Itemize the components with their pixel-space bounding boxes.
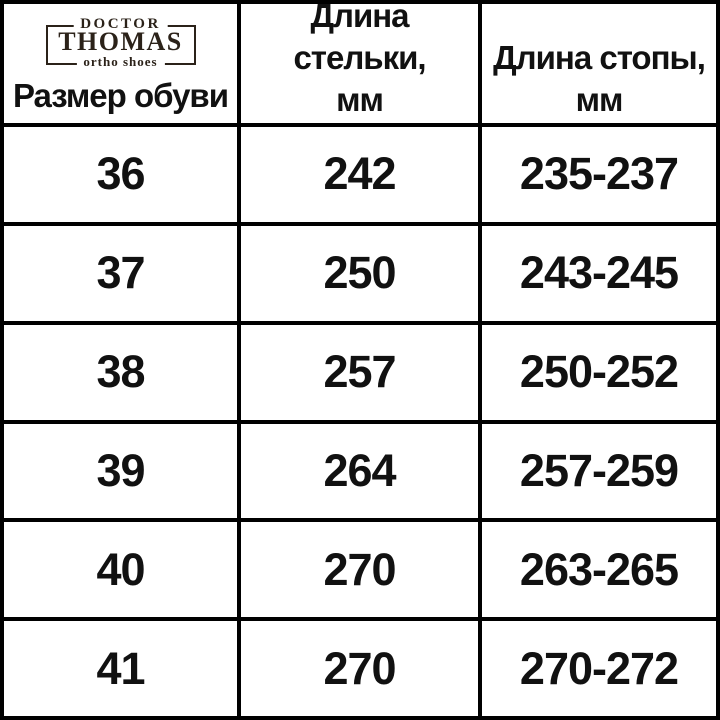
insole-value: 257 [323, 346, 396, 398]
size-value: 40 [96, 543, 145, 595]
insole-value: 270 [323, 642, 396, 694]
size-value: 41 [96, 642, 145, 694]
foot-header-label: Длина стопы, мм [493, 39, 706, 119]
cell-insole: 270 [241, 621, 478, 716]
foot-value: 250-252 [519, 346, 679, 398]
cell-insole: 250 [241, 225, 478, 321]
insole-value: 242 [323, 148, 396, 200]
cell-insole: 270 [241, 522, 478, 618]
size-header-label: Размер обуви [12, 77, 229, 115]
size-header-cell: DOCTOR THOMAS ortho shoes Размер обуви [4, 4, 237, 123]
size-value: 39 [96, 444, 145, 496]
insole-value: 264 [323, 444, 396, 496]
cell-size: 38 [4, 324, 237, 420]
foot-value: 263-265 [519, 543, 679, 595]
cell-foot: 243-245 [482, 225, 716, 321]
cell-foot: 270-272 [482, 621, 716, 716]
cell-size: 36 [4, 127, 237, 222]
cell-size: 40 [4, 522, 237, 618]
cell-size: 41 [4, 621, 237, 716]
foot-header-cell: Длина стопы, мм [482, 4, 716, 123]
cell-insole: 264 [241, 423, 478, 519]
insole-header-label: Длина стельки, мм [293, 4, 426, 119]
size-value: 37 [96, 247, 145, 299]
cell-size: 39 [4, 423, 237, 519]
brand-logo: DOCTOR THOMAS ortho shoes [45, 12, 197, 70]
cell-insole: 257 [241, 324, 478, 420]
foot-value: 257-259 [519, 444, 679, 496]
size-value: 38 [96, 346, 145, 398]
brand-tagline-text: ortho shoes [76, 54, 165, 69]
cell-foot: 250-252 [482, 324, 716, 420]
insole-value: 270 [323, 543, 396, 595]
cell-size: 37 [4, 225, 237, 321]
cell-foot: 263-265 [482, 522, 716, 618]
foot-value: 270-272 [519, 642, 679, 694]
cell-foot: 257-259 [482, 423, 716, 519]
insole-header-cell: Длина стельки, мм [241, 4, 478, 123]
brand-thomas-text: THOMAS [58, 27, 183, 56]
foot-value: 243-245 [519, 247, 679, 299]
foot-value: 235-237 [519, 148, 679, 200]
cell-insole: 242 [241, 127, 478, 222]
insole-value: 250 [323, 247, 396, 299]
brand-doctor-text: DOCTOR [73, 16, 168, 33]
size-value: 36 [96, 148, 145, 200]
cell-foot: 235-237 [482, 127, 716, 222]
